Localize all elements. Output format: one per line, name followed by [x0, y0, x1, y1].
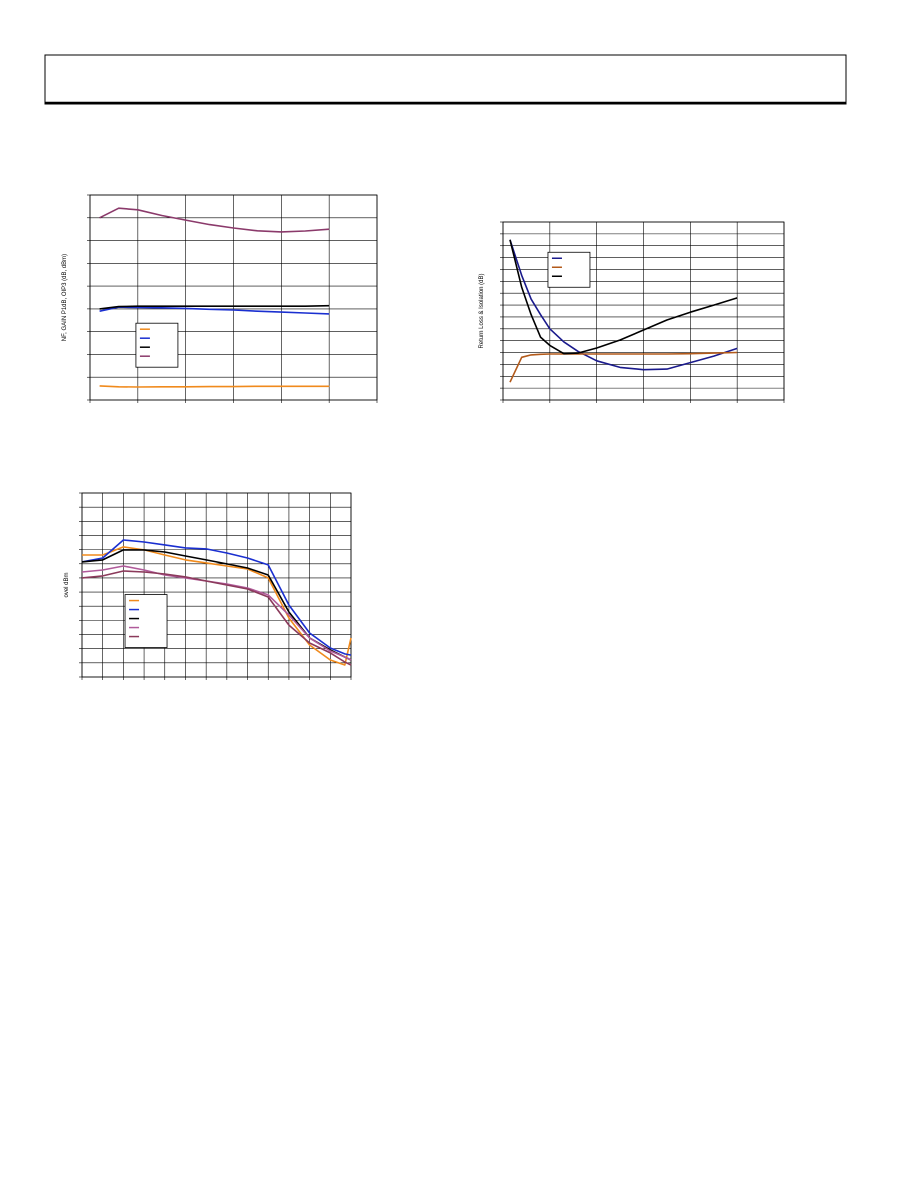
- series-line: [81, 539, 352, 656]
- plot-frame: [81, 492, 352, 678]
- series-line: [99, 207, 330, 233]
- series-line: [99, 306, 330, 315]
- header-box: [44, 54, 847, 105]
- series-line: [81, 565, 352, 661]
- series-line: [99, 385, 330, 388]
- plot-frame: [502, 221, 785, 401]
- y-axis-label: NF, GAIN P1dB, OIP3 (dB, dBm): [62, 254, 68, 341]
- series-line: [509, 351, 738, 383]
- series-line: [81, 570, 352, 666]
- series-line: [509, 239, 738, 355]
- legend-box: [135, 322, 179, 368]
- series-line: [509, 239, 738, 371]
- plot-frame: [89, 194, 378, 401]
- series-line: [82, 546, 352, 666]
- legend-box: [124, 594, 168, 648]
- series-line: [99, 304, 330, 310]
- y-axis-label: Return Loss & Isolation (dB): [479, 273, 485, 348]
- y-axis-label: ovel dBm: [64, 572, 70, 597]
